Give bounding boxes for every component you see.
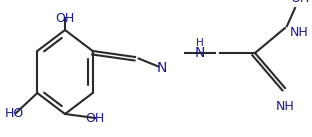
Text: OH: OH: [85, 112, 105, 125]
Text: NH: NH: [290, 26, 309, 39]
Text: NH: NH: [275, 100, 295, 113]
Text: OH: OH: [55, 12, 75, 25]
Text: N: N: [195, 46, 205, 60]
Text: H: H: [196, 38, 204, 48]
Text: OH: OH: [290, 0, 310, 5]
Text: HO: HO: [5, 107, 24, 120]
Text: N: N: [157, 61, 167, 75]
